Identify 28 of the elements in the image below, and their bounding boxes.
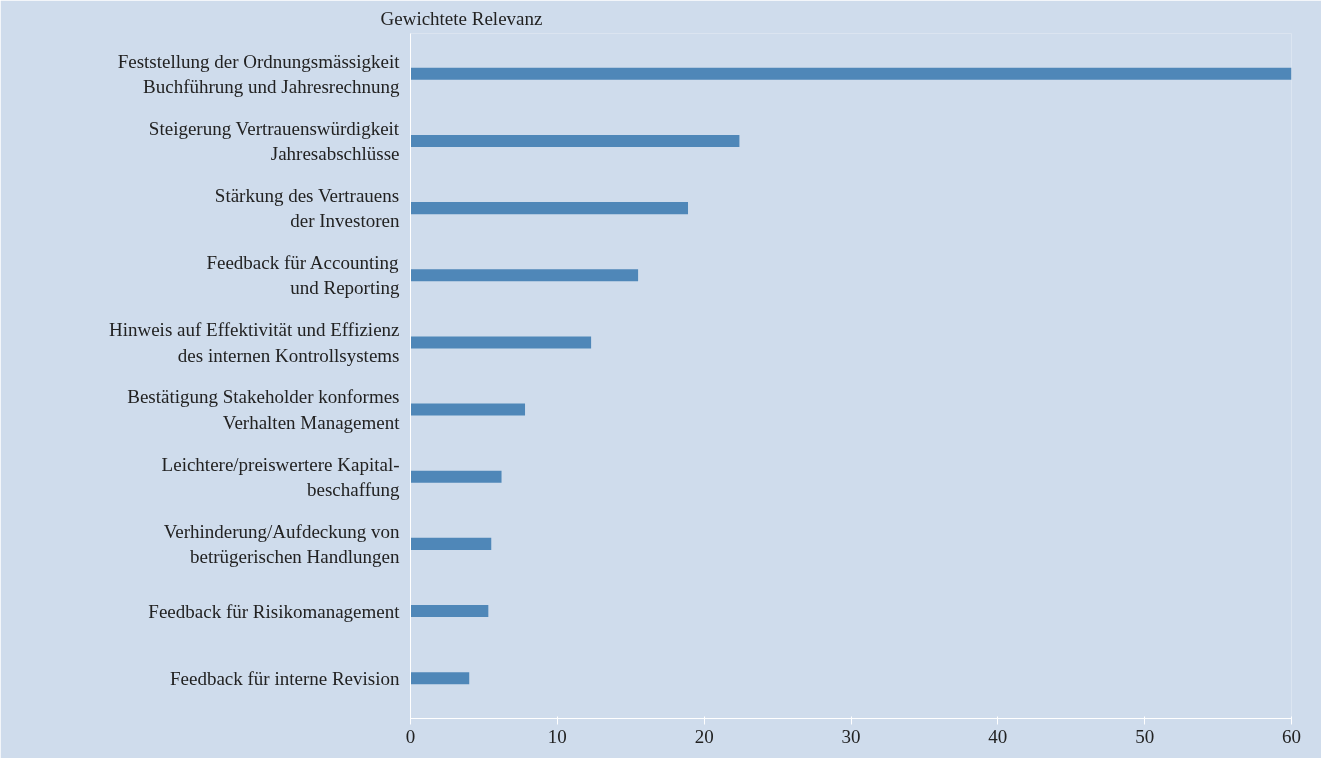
x-tick-label: 0 [405, 725, 416, 747]
y-tick-label: Leichtere/preiswertere Kapital- beschaffung [161, 453, 400, 500]
bar [410, 470, 502, 483]
bar [410, 672, 470, 685]
bar [410, 67, 1292, 80]
bar [410, 605, 489, 618]
y-tick-label: Feststellung der Ordnungsmässigkeit Buchführung und Jahresrechnung [117, 50, 401, 97]
x-tick-label: 50 [1135, 725, 1155, 747]
y-tick-label: Bestätigung Stakeholder konformes Verhalten Management [127, 386, 401, 433]
y-tick-label: Hinweis auf Effektivität und Effizienz des internen Kontrollsystems [108, 319, 400, 366]
bar [410, 134, 740, 147]
bar [410, 269, 639, 282]
bar [410, 537, 492, 550]
bar [410, 202, 689, 215]
y-tick-label: Feedback für Accounting und Reporting [206, 252, 400, 299]
bar [410, 336, 592, 349]
y-tick-label: Stärkung des Vertrauens der Investoren [214, 185, 400, 232]
x-tick-label: 30 [841, 725, 861, 747]
x-axis-title: Gewichtete Relevanz [380, 7, 543, 29]
y-tick-label: Steigerung Vertrauenswürdigkeit Jahresabschlüsse [148, 117, 400, 165]
bar [410, 403, 526, 416]
y-tick-label: Verhinderung/Aufdeckung von betrügerischen Handlungen [163, 520, 400, 567]
x-tick-label: 40 [988, 725, 1008, 747]
x-tick-label: 10 [547, 725, 567, 747]
x-tick-label: 60 [1282, 725, 1301, 747]
y-tick-label: Feedback für interne Revision [169, 667, 400, 689]
y-tick-label: Feedback für Risikomanagement [148, 600, 401, 622]
x-tick-label: 20 [694, 725, 714, 747]
